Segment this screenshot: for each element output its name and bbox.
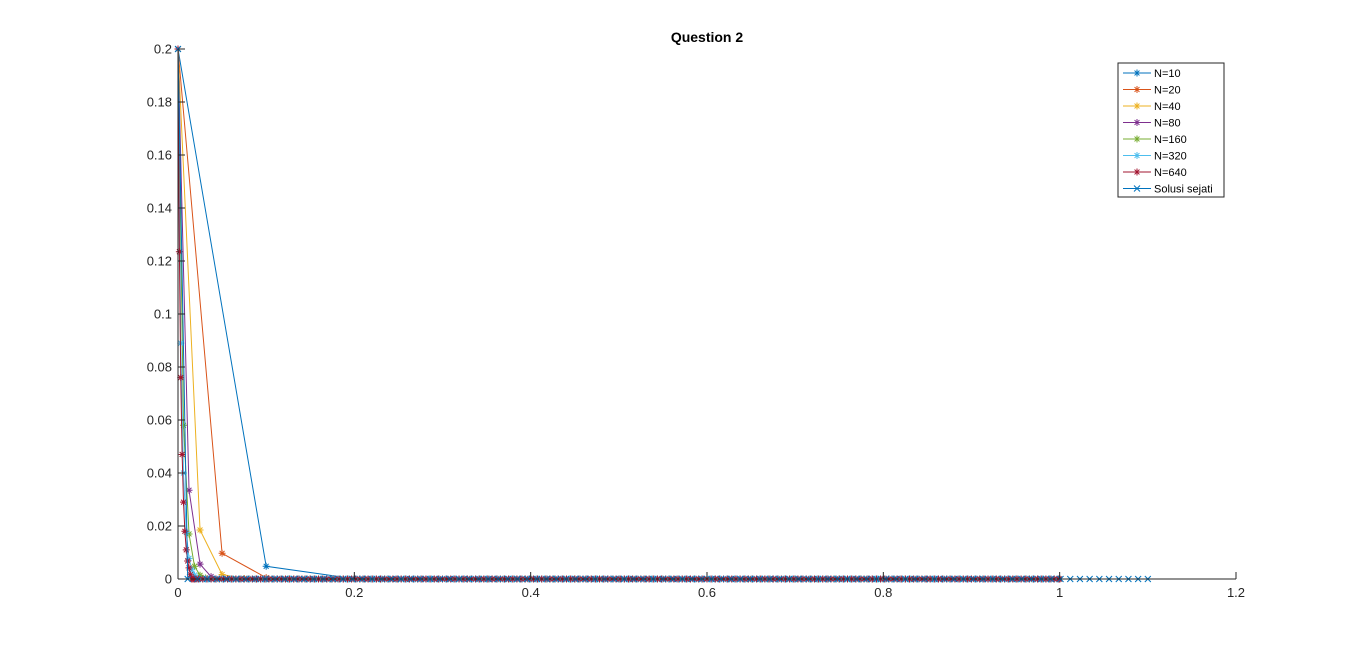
x-tick-label: 1 [1056, 585, 1063, 600]
plot-area: 0 0.2 0.4 0.6 0.8 1 1.2 0 0.02 0.04 0.06 0.08 0.1 0.1… [147, 42, 1245, 601]
series-n-40 [174, 45, 1064, 583]
data-point [191, 562, 199, 570]
y-tick-label: 0.2 [154, 42, 172, 57]
y-tick-label: 0.16 [147, 148, 172, 163]
legend-label: N=160 [1154, 134, 1187, 146]
data-point [191, 571, 199, 579]
legend-label: N=20 [1154, 85, 1181, 97]
data-point [196, 526, 204, 534]
y-tick-label: 0.08 [147, 360, 172, 375]
legend-box [1117, 62, 1225, 198]
data-point [186, 571, 194, 579]
legend-marker [1133, 168, 1141, 176]
data-point [196, 571, 204, 579]
legend-marker [1133, 69, 1141, 77]
legend-marker [1133, 152, 1141, 159]
y-tick-label: 0.02 [147, 519, 172, 534]
data-point [188, 566, 196, 574]
legend-label: Solusi sejati [1154, 184, 1213, 196]
legend-entry-n-20: N=20 [1123, 85, 1181, 97]
series-n-80 [174, 45, 1064, 583]
legend-entry-n-80: N=80 [1123, 118, 1181, 130]
y-tick-label: 0.12 [147, 254, 172, 269]
y-tick-label: 0.14 [147, 201, 172, 216]
series-n-20 [174, 45, 1064, 583]
series-line [177, 48, 1060, 580]
legend-label: N=80 [1154, 118, 1181, 130]
data-point [185, 486, 193, 494]
data-point [175, 248, 183, 256]
legend-entry-n-10: N=10 [1123, 68, 1181, 80]
series-line [177, 48, 1060, 580]
legend-entry-solusi-sejati: Solusi sejati [1123, 184, 1213, 196]
legend-label: N=40 [1154, 101, 1181, 113]
legend-marker [1133, 135, 1141, 143]
data-point [182, 546, 190, 554]
data-point [181, 527, 189, 535]
legend-label: N=320 [1154, 151, 1187, 163]
data-point [180, 421, 188, 429]
y-tick-label: 0.06 [147, 413, 172, 428]
legend-label: N=640 [1154, 167, 1187, 179]
legend-marker [1133, 185, 1141, 192]
series-n-640 [174, 45, 1064, 583]
series-line [177, 48, 1060, 580]
data-point [185, 554, 193, 562]
series-n-160 [174, 45, 1064, 583]
axes-layer: 0 0.2 0.4 0.6 0.8 1 1.2 0 0.02 0.04 0.06 0.08 0.1 0.1… [147, 42, 1245, 601]
y-tick-label: 0.18 [147, 95, 172, 110]
x-tick-label: 0.4 [522, 585, 540, 600]
series-layer [174, 45, 1152, 583]
chart-title: Question 2 [671, 29, 744, 45]
data-point [218, 570, 226, 578]
legend-marker [1133, 102, 1141, 110]
y-tick-label: 0 [165, 572, 172, 587]
data-point [218, 549, 226, 557]
legend-entry-n-40: N=40 [1123, 101, 1181, 113]
x-tick-label: 0.2 [345, 585, 363, 600]
x-tick-label: 0.6 [698, 585, 716, 600]
series-solusi-sejati [174, 45, 1152, 583]
y-tick-label: 0.1 [154, 307, 172, 322]
data-point [185, 564, 193, 572]
y-tick-label: 0.04 [147, 466, 172, 481]
data-point [185, 530, 193, 538]
data-point [180, 498, 188, 506]
series-n-10 [174, 45, 1064, 583]
legend-entry-n-160: N=160 [1123, 134, 1187, 146]
data-point [177, 374, 185, 382]
series-n-320 [174, 45, 1064, 583]
data-point [196, 560, 204, 568]
series-line [177, 48, 1148, 580]
legend-label: N=10 [1154, 68, 1181, 80]
legend-entry-n-640: N=640 [1123, 167, 1187, 179]
data-point [262, 562, 270, 570]
series-line [177, 48, 1060, 580]
series-line [177, 48, 1060, 580]
legend-marker [1133, 119, 1141, 126]
x-tick-label: 0.8 [874, 585, 892, 600]
legend-entry-n-320: N=320 [1123, 151, 1187, 163]
series-line [177, 48, 1060, 580]
data-point [178, 450, 186, 458]
x-tick-label: 0 [174, 585, 181, 600]
legend-marker [1133, 86, 1141, 93]
legend: N=10 N=20 N=40 N=80 N=160 N=320 N=640 Solusi se… [1117, 62, 1225, 198]
x-tick-label: 1.2 [1227, 585, 1245, 600]
series-line [177, 48, 1060, 580]
